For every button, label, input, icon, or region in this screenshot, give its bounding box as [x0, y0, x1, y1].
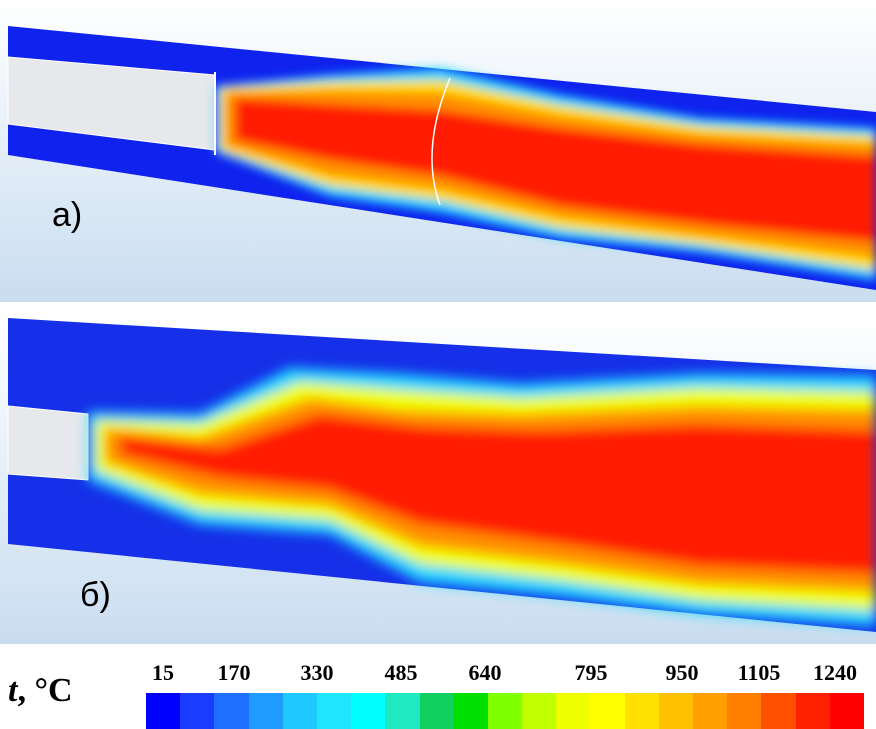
colorbar-swatch: [453, 693, 488, 729]
colorbar-swatch: [522, 693, 557, 729]
colorbar-swatch: [556, 693, 591, 729]
colorbar-tick: 795: [574, 660, 608, 685]
colorbar-swatch: [624, 693, 659, 729]
legend-title: t, °C: [8, 672, 73, 710]
colorbar-swatch: [248, 693, 283, 729]
colorbar-swatch: [282, 693, 317, 729]
colorbar-swatch: [761, 693, 796, 729]
colorbar-swatch: [487, 693, 523, 729]
colorbar-swatch: [351, 693, 386, 729]
panel-b-image: [0, 314, 876, 644]
panel-a-temperature-field: [0, 0, 876, 302]
panel-b-label: б): [80, 576, 111, 614]
legend-symbol: t: [8, 672, 18, 709]
colorbar-swatch: [385, 693, 420, 729]
colorbar-tick: 1105: [737, 660, 781, 685]
colorbar-tick: 170: [217, 660, 251, 685]
colorbar-ticks: 15 170 330 485 640 795 950 1105 1240: [0, 660, 876, 690]
colorbar-swatch: [829, 693, 864, 729]
colorbar-tick: 485: [384, 660, 418, 685]
colorbar-swatch: [419, 693, 454, 729]
colorbar-swatch: [316, 693, 352, 729]
legend-unit: , °C: [17, 672, 73, 709]
colorbar: [146, 693, 864, 729]
colorbar-tick: 330: [300, 660, 334, 685]
panel-a-label: a): [52, 196, 83, 234]
colorbar-swatch: [795, 693, 830, 729]
colorbar-swatch: [658, 693, 693, 729]
colorbar-swatch: [590, 693, 625, 729]
colorbar-swatch: [727, 693, 762, 729]
panel-b-temperature-field: [0, 314, 876, 644]
colorbar-swatch: [146, 693, 181, 729]
colorbar-tick: 950: [665, 660, 699, 685]
colorbar-tick: 1240: [813, 660, 857, 685]
colorbar-swatch: [693, 693, 728, 729]
colorbar-swatch: [214, 693, 249, 729]
colorbar-tick: 15: [152, 660, 174, 685]
colorbar-tick: 640: [468, 660, 502, 685]
panel-a-image: [0, 0, 876, 302]
colorbar-swatch: [180, 693, 215, 729]
